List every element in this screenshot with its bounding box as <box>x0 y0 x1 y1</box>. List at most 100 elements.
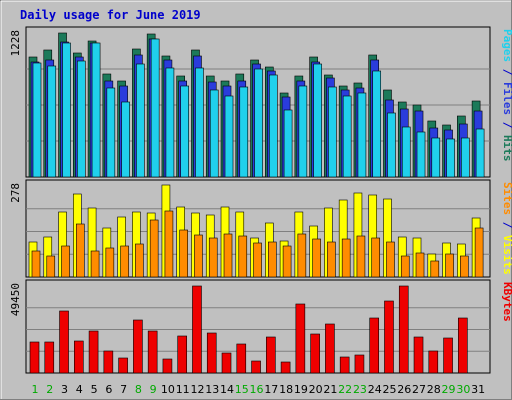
bar-kbytes-day-17 <box>266 336 276 374</box>
axis-legend-kbytes: KBytes <box>501 282 512 322</box>
bar-kbytes-day-23 <box>354 354 365 374</box>
bar-pages-day-16 <box>254 68 263 178</box>
bar-sites-day-8 <box>135 243 144 278</box>
bar-pages-day-21 <box>328 86 337 178</box>
bar-pages-day-11 <box>180 85 189 178</box>
bar-sites-day-21 <box>327 241 336 278</box>
bar-sites-day-22 <box>341 238 351 278</box>
bar-pages-day-12 <box>195 67 204 178</box>
axis-legend-part: Sites <box>501 182 512 215</box>
bar-kbytes-day-5 <box>88 330 99 374</box>
bar-sites-day-14 <box>223 233 233 278</box>
bar-kbytes-day-26 <box>398 285 409 374</box>
bar-kbytes-day-29 <box>443 337 453 374</box>
x-tick-label-23: 23 <box>353 383 367 396</box>
x-tick-label-3: 3 <box>61 383 68 396</box>
panel-kbytes <box>25 279 491 374</box>
bar-pages-day-18 <box>283 109 293 178</box>
x-tick-label-14: 14 <box>220 383 234 396</box>
axis-legend-visits_sites: Sites / Visits <box>501 182 512 275</box>
bar-kbytes-day-2 <box>44 341 55 374</box>
bar-pages-day-13 <box>209 89 219 178</box>
x-tick-label-6: 6 <box>105 383 112 396</box>
bar-kbytes-day-20 <box>310 333 320 374</box>
bar-pages-day-8 <box>136 63 145 178</box>
bar-sites-day-13 <box>208 237 218 278</box>
bar-kbytes-day-24 <box>369 317 380 374</box>
bar-sites-day-28 <box>430 260 440 278</box>
bar-pages-day-22 <box>342 95 352 178</box>
bar-kbytes-day-27 <box>413 336 424 374</box>
bar-kbytes-day-12 <box>192 285 202 374</box>
bar-kbytes-day-7 <box>118 357 128 374</box>
bar-kbytes-day-28 <box>428 350 439 374</box>
axis-legend-part: / <box>501 115 512 135</box>
bar-sites-day-24 <box>371 237 381 278</box>
bar-pages-day-4 <box>77 60 86 178</box>
bar-kbytes-day-21 <box>325 323 335 374</box>
x-tick-label-16: 16 <box>250 383 264 396</box>
bar-sites-day-27 <box>415 252 425 278</box>
bar-sites-day-15 <box>238 235 248 278</box>
x-tick-label-7: 7 <box>120 383 127 396</box>
bar-sites-day-23 <box>356 235 366 278</box>
bar-kbytes-day-9 <box>147 330 158 374</box>
ymax-label-visits_sites: 278 <box>9 183 22 203</box>
axis-legend-part: Pages <box>501 29 512 62</box>
bar-sites-day-31 <box>474 227 484 278</box>
bar-sites-day-3 <box>61 245 70 278</box>
bar-pages-day-28 <box>431 137 441 178</box>
axis-legend-part: KBytes <box>501 282 512 322</box>
x-tick-label-10: 10 <box>161 383 175 396</box>
bar-kbytes-day-14 <box>221 352 232 374</box>
bar-pages-day-30 <box>461 137 470 178</box>
axis-legend-part: / <box>501 215 512 235</box>
bar-kbytes-day-15 <box>236 343 247 374</box>
x-tick-label-21: 21 <box>323 383 337 396</box>
bar-kbytes-day-1 <box>29 341 40 374</box>
bar-sites-day-10 <box>164 210 174 278</box>
bar-kbytes-day-18 <box>280 361 291 374</box>
x-tick-label-5: 5 <box>91 383 98 396</box>
x-tick-label-11: 11 <box>176 383 190 396</box>
x-tick-label-30: 30 <box>456 383 470 396</box>
bar-sites-day-2 <box>46 255 56 278</box>
axis-legend-part: Visits <box>501 235 512 275</box>
bar-kbytes-day-22 <box>339 356 350 374</box>
x-tick-label-2: 2 <box>46 383 53 396</box>
bar-kbytes-day-3 <box>59 310 69 374</box>
x-tick-label-18: 18 <box>279 383 293 396</box>
ymax-label-kbytes: 49450 <box>9 283 22 316</box>
bar-pages-day-15 <box>239 86 249 178</box>
bar-kbytes-day-4 <box>74 340 84 374</box>
bar-pages-day-26 <box>401 126 411 178</box>
bar-sites-day-26 <box>400 255 410 278</box>
chart-title: Daily usage for June 2019 <box>20 8 201 22</box>
axis-legend-part: / <box>501 62 512 82</box>
bar-pages-day-19 <box>298 85 308 178</box>
axis-legend-hits_files_pages: Pages / Files / Hits <box>501 29 512 162</box>
bar-sites-day-9 <box>149 219 159 278</box>
bar-pages-day-24 <box>372 70 382 178</box>
x-tick-label-31: 31 <box>471 383 485 396</box>
x-tick-label-9: 9 <box>150 383 157 396</box>
bar-sites-day-20 <box>312 238 321 278</box>
bar-pages-day-23 <box>357 92 367 178</box>
bar-kbytes-day-10 <box>162 358 173 374</box>
x-tick-label-22: 22 <box>338 383 352 396</box>
x-tick-label-19: 19 <box>294 383 308 396</box>
bar-pages-day-27 <box>416 131 426 178</box>
x-tick-label-8: 8 <box>135 383 142 396</box>
bar-sites-day-11 <box>179 229 188 278</box>
bar-sites-day-25 <box>386 241 395 278</box>
bar-pages-day-3 <box>62 42 71 178</box>
bar-sites-day-5 <box>90 250 100 278</box>
bar-pages-day-1 <box>32 62 42 178</box>
bar-pages-day-6 <box>106 87 116 178</box>
bar-pages-day-5 <box>91 42 101 178</box>
x-tick-label-26: 26 <box>397 383 411 396</box>
bar-kbytes-day-16 <box>251 360 261 374</box>
bar-sites-day-12 <box>194 234 203 278</box>
